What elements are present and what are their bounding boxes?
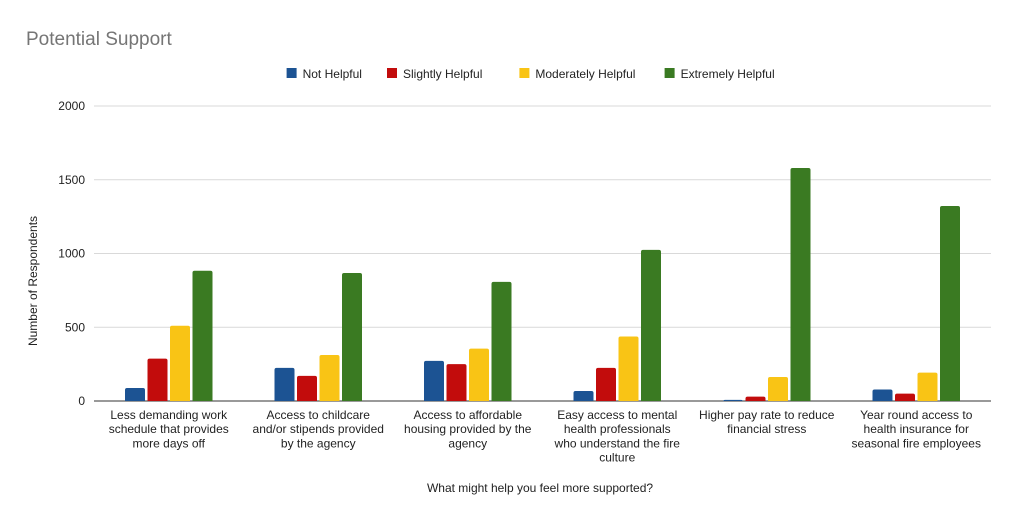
bar-moderately-helpful <box>469 348 489 401</box>
bar-not-helpful <box>573 390 594 401</box>
bar-extremely-helpful <box>491 281 512 401</box>
legend-swatch <box>519 68 530 78</box>
bar-extremely-helpful <box>342 272 362 401</box>
legend-label: Slightly Helpful <box>403 67 482 81</box>
bar-extremely-helpful <box>940 206 960 401</box>
legend-label: Extremely Helpful <box>681 67 775 81</box>
legend-item: Moderately Helpful <box>519 67 635 81</box>
x-axis-title: What might help you feel more supported? <box>427 481 653 495</box>
bars <box>125 167 960 402</box>
bar-extremely-helpful <box>641 249 661 401</box>
bar-slightly-helpful <box>147 358 168 401</box>
bar-extremely-helpful <box>790 167 811 401</box>
chart-title: Potential Support <box>26 29 172 50</box>
y-axis-ticks: 0 500 1000 1500 2000 <box>58 99 85 408</box>
bar-moderately-helpful <box>170 325 190 401</box>
legend-swatch <box>387 68 397 78</box>
bar-moderately-helpful <box>768 376 788 401</box>
legend-swatch <box>664 68 675 78</box>
legend-item: Not Helpful <box>286 67 362 81</box>
bar-extremely-helpful <box>192 270 213 401</box>
y-tick-label: 2000 <box>58 99 85 113</box>
bar-slightly-helpful <box>745 396 766 401</box>
y-axis-title: Number of Respondents <box>26 216 40 346</box>
x-category-label: Access to childcare and/or stipends provi… <box>253 408 384 450</box>
legend-label: Moderately Helpful <box>535 67 635 81</box>
legend-item: Extremely Helpful <box>664 67 775 81</box>
bar-slightly-helpful <box>596 367 616 401</box>
bar-moderately-helpful <box>319 354 340 401</box>
bar-slightly-helpful <box>895 393 915 401</box>
x-category-label: Easy access to mental health professional… <box>554 408 681 465</box>
legend-label: Not Helpful <box>303 67 362 81</box>
bar-moderately-helpful <box>618 336 639 401</box>
bar-not-helpful <box>424 360 444 401</box>
y-tick-label: 0 <box>78 394 85 408</box>
gridlines <box>94 105 991 402</box>
bar-not-helpful <box>723 399 743 402</box>
x-axis-categories: Less demanding work schedule that provide… <box>109 408 981 465</box>
legend-item: Slightly Helpful <box>387 67 482 81</box>
x-category-label: Higher pay rate to reduce financial stres… <box>699 408 835 436</box>
bar-slightly-helpful <box>297 375 317 401</box>
y-tick-label: 1500 <box>58 173 85 187</box>
legend: Not Helpful Slightly Helpful Moderately He… <box>286 67 775 81</box>
bar-slightly-helpful <box>446 364 467 401</box>
x-category-label: Year round access to health insurance for… <box>852 408 981 450</box>
x-category-label: Less demanding work schedule that provide… <box>109 408 229 450</box>
bar-moderately-helpful <box>917 372 938 401</box>
bar-not-helpful <box>274 367 295 401</box>
bar-not-helpful <box>872 389 893 401</box>
bar-not-helpful <box>125 388 145 401</box>
y-tick-label: 500 <box>65 320 85 334</box>
y-tick-label: 1000 <box>58 247 85 261</box>
legend-swatch <box>286 68 297 78</box>
x-category-label: Access to affordable housing provided by … <box>404 408 532 450</box>
